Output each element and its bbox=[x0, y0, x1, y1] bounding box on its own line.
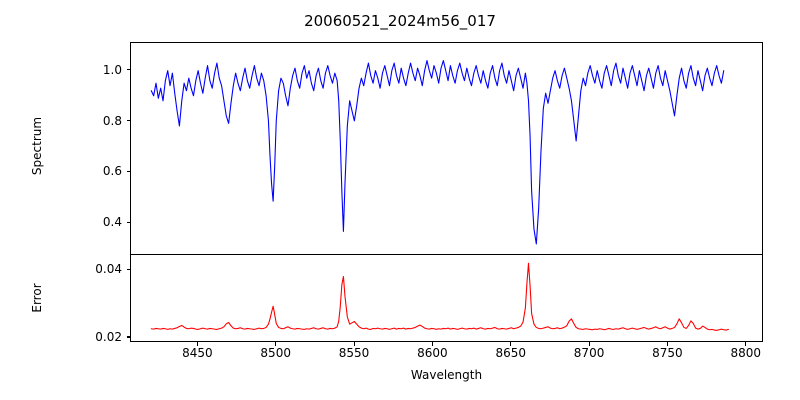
y-tick-label-spectrum: 0.4 bbox=[102, 215, 122, 230]
x-tick-label: 8700 bbox=[573, 346, 605, 360]
x-tick-mark bbox=[275, 342, 277, 346]
error-line bbox=[150, 262, 729, 331]
y-tick-mark-spectrum bbox=[126, 120, 130, 122]
page-title: 20060521_2024m56_017 bbox=[304, 12, 496, 30]
spectrum-panel bbox=[130, 42, 763, 255]
spectrum-line bbox=[150, 60, 725, 245]
y-tick-label-error: 0.02 bbox=[95, 329, 122, 344]
x-tick-mark bbox=[510, 342, 512, 346]
x-tick-label: 8750 bbox=[652, 346, 683, 360]
x-tick-label: 8450 bbox=[182, 346, 213, 360]
y-tick-mark-spectrum bbox=[126, 69, 130, 71]
x-tick-mark bbox=[588, 342, 590, 346]
x-tick-label: 8650 bbox=[495, 346, 526, 360]
x-tick-mark bbox=[353, 342, 355, 346]
x-tick-mark bbox=[196, 342, 198, 346]
x-tick-label: 8600 bbox=[417, 346, 448, 360]
y-tick-label-spectrum: 1.0 bbox=[102, 62, 122, 77]
x-tick-label: 8800 bbox=[730, 346, 762, 360]
error-panel bbox=[130, 254, 763, 342]
spectrum-plot-area bbox=[150, 60, 725, 245]
x-tick-mark bbox=[666, 342, 669, 346]
y-axis-label-spectrum: Spectrum bbox=[30, 116, 44, 176]
y-tick-mark-error bbox=[126, 268, 130, 270]
y-tick-label-spectrum: 0.6 bbox=[102, 164, 122, 179]
x-tick-mark bbox=[431, 342, 433, 346]
y-tick-mark-spectrum bbox=[126, 221, 130, 223]
x-tick-label: 8550 bbox=[338, 346, 370, 360]
y-tick-mark-spectrum bbox=[126, 170, 130, 172]
x-tick-label: 8500 bbox=[260, 346, 291, 360]
y-axis-label-error: Error bbox=[30, 283, 44, 313]
y-tick-mark-error bbox=[126, 336, 130, 338]
x-tick-mark bbox=[745, 342, 747, 346]
y-tick-label-error: 0.04 bbox=[95, 262, 122, 277]
x-axis-label: Wavelength bbox=[410, 368, 483, 382]
error-plot-area bbox=[150, 262, 729, 331]
y-tick-label-spectrum: 0.8 bbox=[102, 113, 122, 128]
